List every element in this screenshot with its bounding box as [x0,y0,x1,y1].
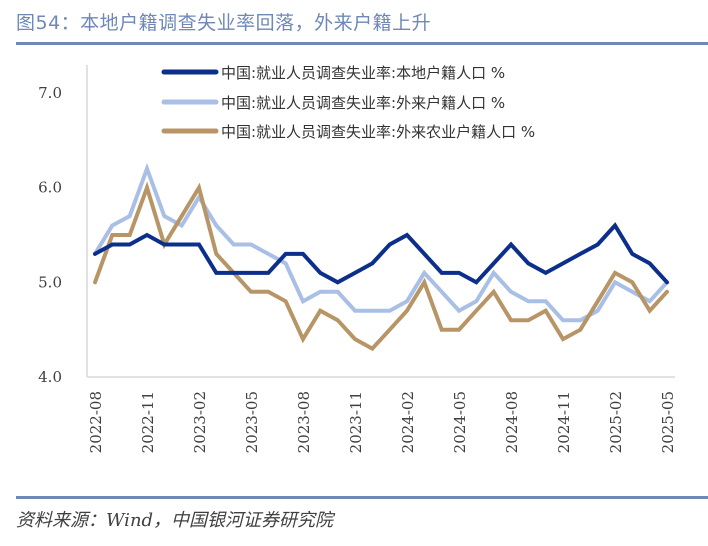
series-line-1 [93,162,669,323]
x-tick-label: 2023-02 [191,391,209,453]
x-tick-label: 2024-11 [555,391,573,453]
y-tick-label: 5.0 [38,273,62,291]
y-tick-label: 6.0 [38,179,62,197]
legend-item: 中国:就业人员调查失业率:本地户籍人口 % [161,64,505,82]
axes: 4.0 5.0 6.0 7.0 2022-08 2022-11 2023-02 2023-05… [38,65,677,453]
legend-item: 中国:就业人员调查失业率:外来农业户籍人口 % [161,123,535,141]
source-note: 资料来源：Wind，中国银河证券研究院 [16,510,334,531]
legend-label: 中国:就业人员调查失业率:外来户籍人口 % [221,94,505,112]
series-line-0 [93,222,669,285]
x-tick-label: 2025-05 [659,391,677,453]
series-line-2 [93,181,669,352]
legend-label: 中国:就业人员调查失业率:本地户籍人口 % [221,64,505,82]
x-tick-label: 2023-05 [243,391,261,453]
x-tick-label: 2023-11 [347,391,365,453]
series-layer [93,162,669,352]
legend-label: 中国:就业人员调查失业率:外来农业户籍人口 % [221,123,535,141]
x-tick-label: 2023-08 [295,391,313,453]
y-tick-label: 7.0 [38,84,62,102]
title-divider [16,42,708,45]
chart-title: 图54：本地户籍调查失业率回落，外来户籍上升 [16,12,432,34]
legend-item: 中国:就业人员调查失业率:外来户籍人口 % [161,94,505,112]
x-tick-label: 2024-08 [503,391,521,453]
source-divider [16,496,708,499]
x-tick-label: 2024-02 [399,391,417,453]
x-tick-label: 2022-08 [87,391,105,453]
y-tick-label: 4.0 [38,368,62,386]
legend: 中国:就业人员调查失业率:本地户籍人口 % 中国:就业人员调查失业率:外来户籍人口… [161,64,535,141]
line-chart: 4.0 5.0 6.0 7.0 2022-08 2022-11 2023-02 2023-05… [38,64,677,453]
x-tick-label: 2025-02 [607,391,625,453]
x-tick-label: 2022-11 [139,391,157,453]
x-tick-label: 2024-05 [451,391,469,453]
